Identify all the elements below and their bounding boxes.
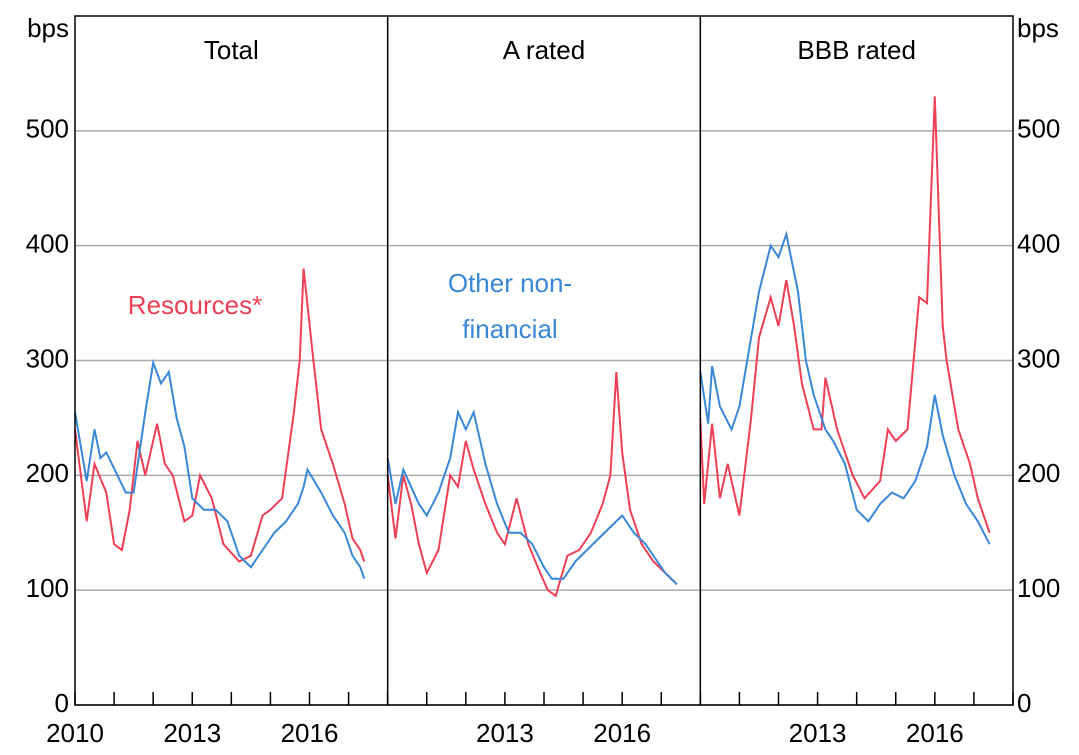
line-series (386, 371, 678, 598)
x-tick-label: 2013 (476, 718, 534, 748)
panel-title: A rated (503, 35, 585, 65)
panel-title: BBB rated (797, 35, 916, 65)
x-tick-label: 2010 (46, 718, 104, 748)
line-series (74, 268, 366, 563)
y2-tick-label: 400 (1017, 229, 1060, 259)
y-axis-label: bps (27, 13, 69, 43)
y2-tick-label: 500 (1017, 114, 1060, 144)
plot-frame (74, 15, 1014, 706)
x-tick-label: 2016 (593, 718, 651, 748)
x-tick-label: 2013 (163, 718, 221, 748)
y2-tick-label: 300 (1017, 343, 1060, 373)
y2-tick-label: 200 (1017, 458, 1060, 488)
x-tick-label: 2016 (906, 718, 964, 748)
line-series (386, 408, 678, 586)
y-tick-label: 100 (26, 573, 69, 603)
y-tick-label: 200 (26, 458, 69, 488)
line-series (699, 230, 991, 545)
annotation: Resources* (127, 290, 263, 320)
y-tick-label: 300 (26, 343, 69, 373)
panel-title: Total (204, 35, 259, 65)
y2-tick-label: 0 (1017, 688, 1031, 718)
y-tick-label: 500 (26, 114, 69, 144)
y-tick-label: 0 (55, 688, 69, 718)
line-series (74, 358, 366, 580)
y2-tick-label: 100 (1017, 573, 1060, 603)
x-tick-label: 2016 (281, 718, 339, 748)
line-series (699, 96, 991, 534)
y-tick-label: 400 (26, 229, 69, 259)
annotation: Other non-financial (447, 268, 573, 344)
y2-axis-label: bps (1017, 13, 1059, 43)
x-tick-label: 2013 (789, 718, 847, 748)
